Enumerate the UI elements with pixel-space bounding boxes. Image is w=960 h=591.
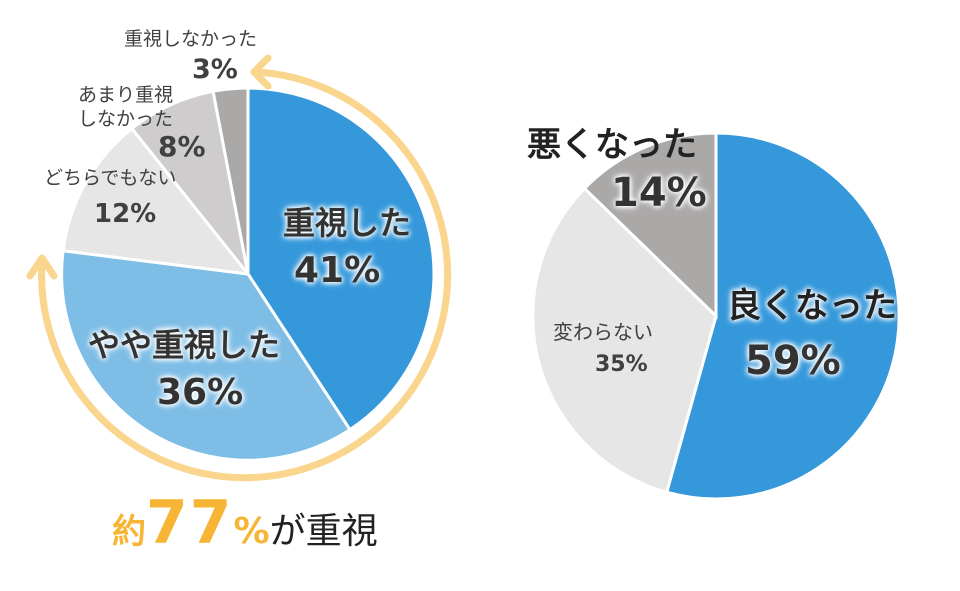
value-yaya-juushi-shita: 36%: [157, 372, 244, 413]
arrow-head-left: [26, 254, 58, 280]
label-amari-juushi-line2: しなかった: [78, 108, 174, 130]
label-yaya-juushi-shita: やや重視した: [88, 326, 281, 364]
value-waruku-natta: 14%: [611, 170, 707, 216]
value-dochira-demo-nai: 12%: [94, 199, 157, 229]
summary-suffix: が重視: [269, 511, 378, 552]
summary-text: 約77%が重視: [112, 488, 378, 558]
value-amari-juushi: 8%: [158, 130, 206, 163]
slice-yoku-natta: [664, 131, 901, 501]
label-yoku-natta: 良くなった: [727, 286, 897, 326]
slice-kawaranai: [531, 186, 718, 495]
emphasis-arc-arrow: [26, 54, 452, 482]
value-juushi-shinakatta: 3%: [192, 54, 238, 85]
right-pie: [531, 131, 901, 501]
summary-prefix: 約: [112, 512, 146, 552]
label-amari-juushi-line1: あまり重視: [78, 84, 174, 106]
value-kawaranai: 35%: [595, 352, 648, 377]
arrow-head-top: [250, 54, 272, 90]
slice-juushi-shinakatta: [211, 86, 250, 275]
value-yoku-natta: 59%: [745, 338, 841, 384]
label-waruku-natta: 悪くなった: [527, 125, 697, 165]
summary-number: 77: [146, 488, 234, 558]
slice-waruku-natta: [582, 131, 718, 320]
slice-dochira-demo-nai: [61, 126, 252, 276]
label-kawaranai: 変わらない: [553, 320, 653, 344]
left-pie: [60, 86, 436, 462]
summary-percent: %: [233, 511, 270, 552]
label-juushi-shinakatta: 重視しなかった: [124, 28, 258, 50]
slice-yaya-juushi-shita: [60, 249, 352, 462]
label-dochira-demo-nai: どちらでもない: [44, 167, 177, 189]
label-juushi-shita: 重視した: [283, 204, 412, 242]
value-juushi-shita: 41%: [294, 250, 381, 291]
